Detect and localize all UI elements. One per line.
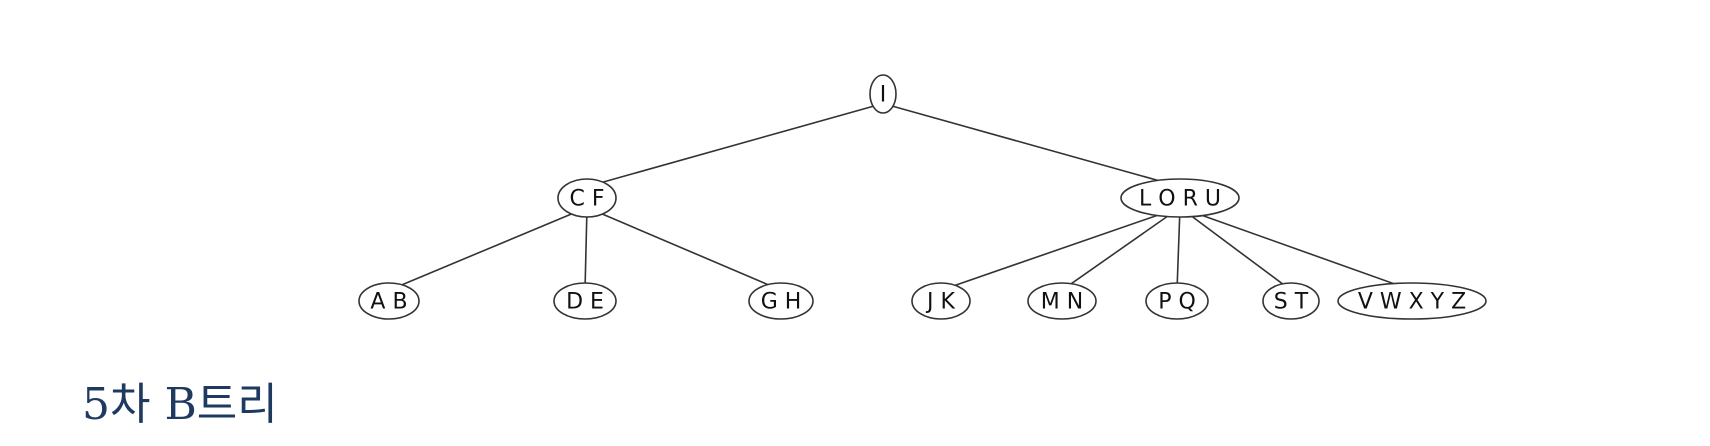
edge-cf-gh: [586, 206, 782, 291]
tree-node-de: D E: [553, 282, 617, 320]
edge-root-cf: [586, 102, 884, 188]
node-ellipse: [748, 282, 814, 320]
node-ellipse: [1337, 282, 1487, 320]
tree-edges: [388, 102, 1413, 291]
node-label: S T: [1274, 290, 1309, 315]
edge-cf-de: [584, 207, 588, 291]
node-label: D E: [566, 290, 604, 315]
edge-loru-st: [1179, 206, 1292, 291]
node-label: C F: [569, 187, 604, 212]
node-label: V W X Y Z: [1358, 290, 1466, 315]
node-ellipse: [1145, 282, 1209, 320]
node-ellipse: [1120, 178, 1240, 218]
node-ellipse: [1027, 282, 1097, 320]
tree-node-cf: C F: [557, 178, 617, 218]
node-label: P Q: [1158, 290, 1196, 315]
node-label: I: [880, 83, 887, 108]
tree-nodes: I C F L O R U A B D E G H J K M N P Q S T V W X Y …: [358, 74, 1487, 320]
diagram-caption: 5차 B트리: [82, 379, 278, 430]
node-ellipse: [553, 282, 617, 320]
tree-node-loru: L O R U: [1120, 178, 1240, 218]
tree-node-mn: M N: [1027, 282, 1097, 320]
node-label: L O R U: [1139, 187, 1221, 212]
node-label: J K: [925, 290, 955, 315]
node-label: A B: [370, 290, 407, 315]
edge-root-loru: [882, 102, 1181, 188]
tree-node-jk: J K: [911, 282, 971, 320]
node-ellipse: [911, 282, 971, 320]
tree-node-vwxyz: V W X Y Z: [1337, 282, 1487, 320]
edge-loru-mn: [1061, 206, 1181, 291]
edge-loru-vwxyz: [1179, 206, 1413, 291]
tree-node-pq: P Q: [1145, 282, 1209, 320]
node-ellipse: [869, 74, 897, 114]
tree-node-gh: G H: [748, 282, 814, 320]
edge-loru-jk: [940, 206, 1181, 291]
node-label: M N: [1041, 290, 1083, 315]
tree-node-root: I: [869, 74, 897, 114]
node-ellipse: [557, 178, 617, 218]
node-ellipse: [358, 282, 420, 320]
tree-node-st: S T: [1262, 282, 1320, 320]
node-label: G H: [761, 290, 802, 315]
edge-cf-ab: [388, 206, 588, 291]
tree-node-ab: A B: [358, 282, 420, 320]
edge-loru-pq: [1176, 207, 1181, 291]
node-ellipse: [1262, 282, 1320, 320]
